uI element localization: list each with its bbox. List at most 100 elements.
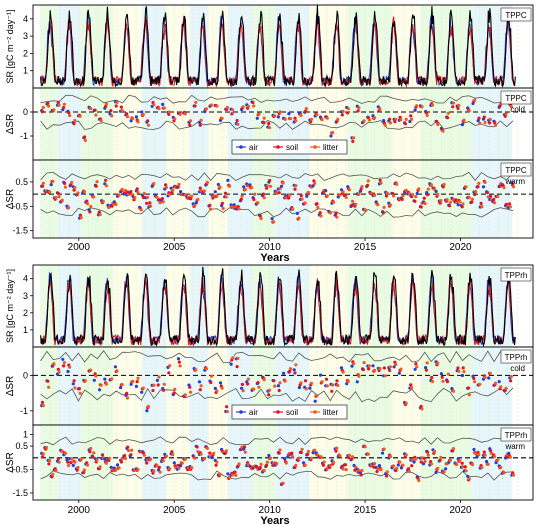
point-soil [208,451,212,455]
point-air [176,357,181,361]
point-air [295,211,299,215]
point-soil [482,115,486,119]
point-litter [204,107,208,111]
point-litter [146,404,151,409]
point-soil [88,450,92,454]
point-soil [189,197,193,201]
point-litter [44,446,49,450]
point-soil [40,184,45,188]
point-litter [120,108,124,113]
point-litter [335,446,339,450]
point-soil [498,104,502,108]
point-soil [56,457,60,461]
point-litter [492,454,497,459]
point-litter [278,381,282,385]
point-litter [457,369,461,373]
point-litter [57,103,61,107]
point-soil [425,450,430,454]
period-band [208,160,228,238]
point-air [292,368,296,372]
point-soil [461,366,465,370]
point-soil [509,379,513,383]
point-litter [464,469,468,473]
point-air [396,463,400,467]
point-litter [446,372,450,376]
period-band [40,88,58,160]
point-litter [288,367,293,371]
panel-tag: warm [504,442,525,451]
point-litter [395,182,399,186]
point-air [113,365,117,369]
point-litter [243,187,247,192]
point-soil [167,371,171,375]
point-litter [227,184,232,188]
point-litter [278,110,282,114]
point-litter [240,194,244,198]
point-soil [209,380,213,385]
point-air [412,460,416,464]
point-soil [334,449,338,453]
point-litter [494,123,498,127]
period-band [113,88,142,160]
point-litter [180,461,184,465]
series-observed [40,266,516,348]
point-soil [233,470,237,474]
upper-band [40,171,514,182]
point-litter [104,461,108,465]
point-soil [381,211,385,215]
point-litter [352,136,356,140]
point-soil [375,469,379,474]
point-soil [299,450,303,455]
point-litter [218,472,222,476]
point-litter [177,466,181,470]
point-litter [139,208,143,212]
point-litter [252,104,256,108]
point-litter [436,122,440,127]
point-litter [104,102,108,106]
point-litter [94,113,98,117]
point-litter [241,389,245,393]
point-soil [75,468,79,472]
point-litter [99,383,103,387]
point-air [49,183,53,187]
period-band [189,425,209,500]
point-litter [243,450,247,454]
point-litter [52,362,56,366]
point-litter [41,105,45,110]
point-litter [410,192,415,197]
point-soil [299,194,303,198]
point-litter [57,460,61,464]
point-litter [451,447,456,451]
point-soil [62,364,66,368]
point-litter [325,194,329,198]
panel-tpprh-cold: air soil litter -1 0 ΔSR TPPrh cold [5,346,534,426]
panel-tpprh-warm: -1.5 -0.5 0.5 1 ΔSR TPPrh warm [5,424,534,501]
point-litter [362,361,366,365]
panel-tag: cold [510,105,525,114]
point-litter [275,191,279,195]
point-litter [246,104,250,108]
point-litter [183,393,187,397]
point-litter [483,375,487,380]
period-band [113,425,142,500]
point-air [172,461,176,465]
period-band [391,347,421,425]
legend-box [231,404,348,420]
point-soil [62,106,66,110]
panel-label-box [500,7,532,22]
lower-band [40,120,514,130]
point-soil [104,104,108,109]
point-soil [293,187,297,191]
point-air [287,112,291,116]
point-soil [340,113,344,117]
point-soil [485,190,489,195]
point-soil [430,375,434,380]
point-litter [325,116,329,120]
point-litter [94,374,98,378]
point-soil [321,463,325,467]
point-litter [442,182,446,187]
panel-tppc-warm: -1.5 -0.5 0.5 ΔSR TPPC warm [5,159,534,239]
period-band [57,347,81,425]
point-litter [157,375,161,379]
point-litter [499,465,503,469]
